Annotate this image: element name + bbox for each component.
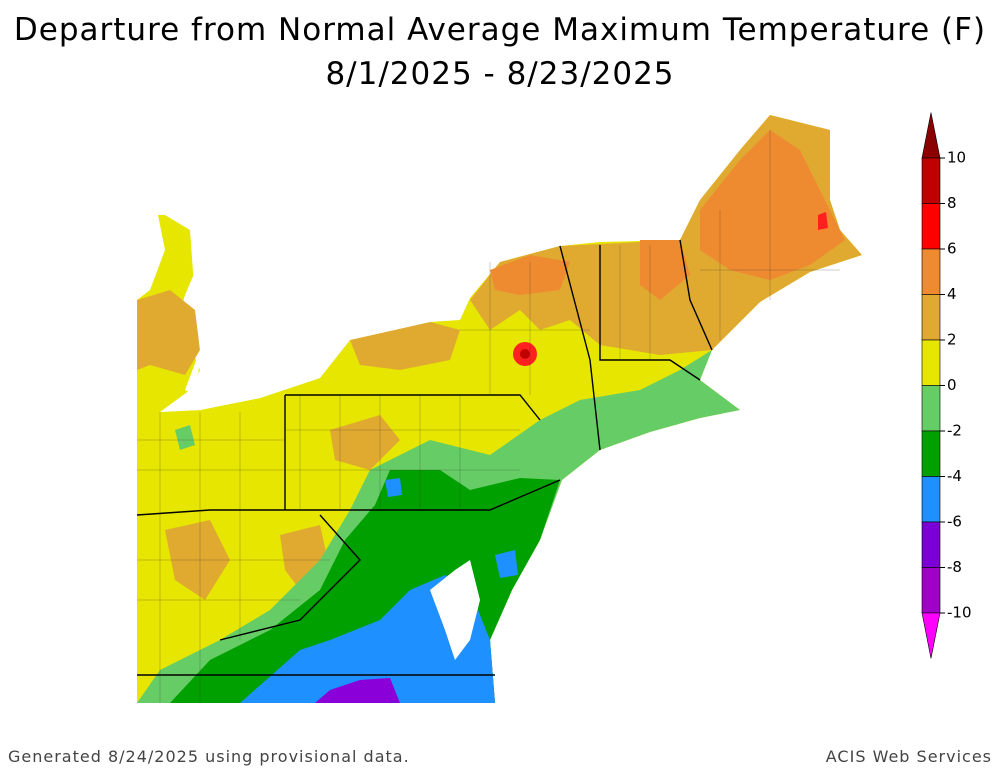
bay <box>430 560 480 660</box>
legend-tick-label: 0 <box>947 376 957 394</box>
legend-bin <box>921 294 941 341</box>
legend-bin <box>921 385 941 432</box>
footer-note: Generated 8/24/2025 using provisional da… <box>8 747 410 766</box>
legend-bin <box>921 476 941 523</box>
legend-arrow <box>921 612 941 659</box>
legend-bin <box>921 521 941 568</box>
legend-bin <box>921 430 941 477</box>
legend-bin <box>921 248 941 295</box>
zone-neg8-neg6 <box>315 678 400 703</box>
legend-tick-label: 4 <box>947 285 957 303</box>
zone-2-4 <box>350 322 460 370</box>
legend-bin <box>921 157 941 204</box>
legend-tick-label: -10 <box>947 604 972 622</box>
legend-arrow <box>921 112 941 159</box>
state-border <box>136 239 713 676</box>
zone-4-6 <box>700 130 845 280</box>
zone-2-4 <box>137 290 200 375</box>
lake <box>185 230 220 395</box>
lake <box>137 215 165 300</box>
legend-bin <box>921 339 941 386</box>
zone-neg6-neg4 <box>240 575 495 703</box>
zone-neg2-0 <box>175 425 195 450</box>
footer-credit: ACIS Web Services <box>826 747 992 766</box>
legend-tick-label: 2 <box>947 331 957 349</box>
legend: 10 8 6 4 2 0 -2 -4 -6 -8 -10 <box>921 112 972 659</box>
legend-tick-label: 8 <box>947 194 957 212</box>
county-lines <box>137 130 840 703</box>
legend-bin <box>921 567 941 614</box>
legend-bin <box>921 203 941 250</box>
zone-neg6-neg4 <box>495 550 518 578</box>
map <box>136 115 862 703</box>
lake <box>160 360 320 412</box>
legend-tick-label: -8 <box>947 558 962 576</box>
map-title: Departure from Normal Average Maximum Te… <box>14 12 986 48</box>
zone-8-10 <box>520 349 530 359</box>
zone-6-8 <box>818 212 828 230</box>
lake <box>350 298 470 340</box>
legend-tick-label: -6 <box>947 513 962 531</box>
zone-neg6-neg4 <box>385 478 402 497</box>
legend-tick-label: 10 <box>947 149 966 167</box>
legend-tick-label: -2 <box>947 422 962 440</box>
legend-tick-label: 6 <box>947 240 957 258</box>
legend-tick-label: -4 <box>947 467 962 485</box>
zone-4-6 <box>640 240 690 300</box>
map-subtitle: 8/1/2025 - 8/23/2025 <box>325 56 674 92</box>
zone-2-4 <box>330 415 400 470</box>
